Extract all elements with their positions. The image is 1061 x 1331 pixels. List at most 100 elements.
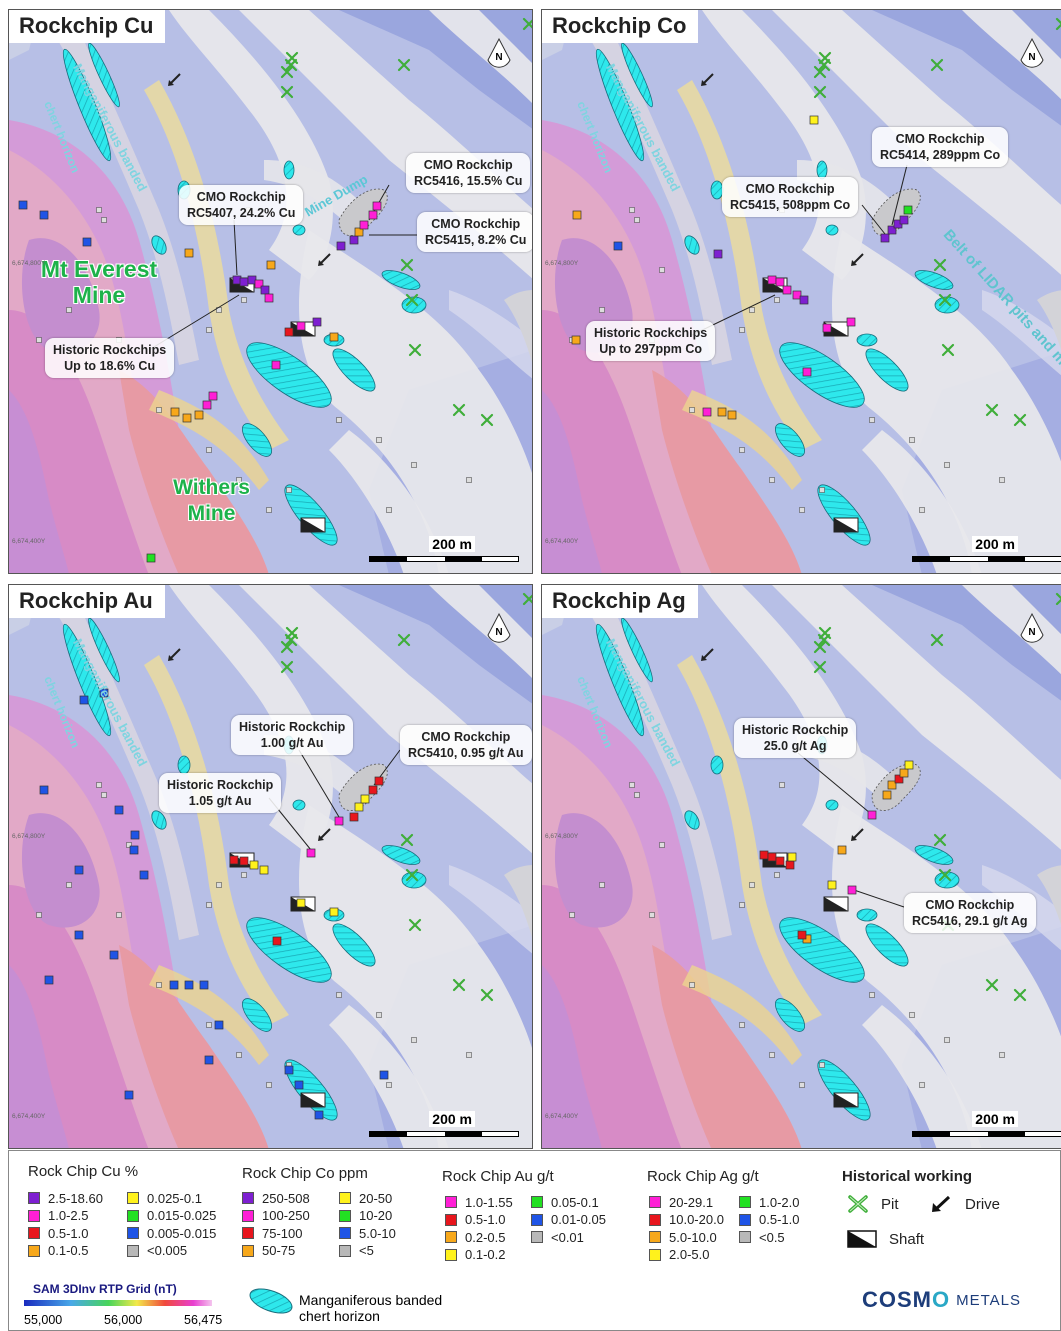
outcrop-band	[429, 585, 532, 679]
legend-swatch	[242, 1209, 254, 1222]
outcrop-band	[572, 10, 732, 365]
callout-line: Historic Rockchip	[167, 778, 274, 792]
legend-swatch	[445, 1196, 457, 1208]
legend-swatch	[127, 1192, 139, 1204]
legend-label: 0.05-0.1	[551, 1194, 599, 1210]
legend-swatch	[28, 1227, 40, 1239]
callout-line: RC5414, 289ppm Co	[880, 148, 1001, 162]
sample-point	[199, 980, 209, 990]
pit-icon	[400, 258, 414, 272]
magnetic-high	[21, 238, 100, 353]
legend-ag-item: 0.5-1.0	[739, 1212, 799, 1228]
north-label: N	[495, 52, 502, 63]
magnetic-high	[542, 965, 602, 1148]
chert-horizon-lens	[242, 423, 272, 457]
pit-icon	[280, 640, 294, 654]
legend-au-item: <0.01	[531, 1229, 584, 1245]
sample-point	[802, 367, 812, 377]
magnetic-high	[9, 965, 69, 1148]
legend-shaft: Shaft	[847, 1230, 925, 1248]
sample-point-minor	[101, 217, 107, 223]
chert-horizon-lens	[914, 270, 954, 290]
sample-point	[266, 260, 276, 270]
callout-line: CMO Rockchip	[421, 730, 511, 744]
sample-point	[114, 805, 124, 815]
sample-point-minor	[236, 1052, 242, 1058]
chert-horizon-lens	[621, 617, 653, 683]
sample-point	[74, 930, 84, 940]
callout-line: Historic Rockchip	[742, 723, 849, 737]
cover-area	[504, 865, 532, 938]
legend-label: 0.015-0.025	[147, 1208, 217, 1223]
sample-point-minor	[156, 982, 162, 988]
scale-bar-graphic	[369, 556, 519, 562]
legend-cu-item: <0.005	[127, 1243, 187, 1259]
pit-icon	[930, 58, 944, 72]
legend-drive: Drive	[929, 1196, 1000, 1213]
sample-point	[882, 790, 892, 800]
legend-label: 1.0-2.5	[48, 1208, 89, 1223]
pit-icon	[280, 65, 294, 79]
legend-cu-item: 1.0-2.5	[28, 1208, 88, 1224]
north-arrow-icon: N	[1019, 38, 1045, 68]
sample-point	[867, 810, 877, 820]
legend-pit-label: Pit	[881, 1195, 899, 1213]
sample-point	[170, 407, 180, 417]
magnetic-mid	[682, 390, 802, 490]
legend-label: 0.01-0.05	[551, 1212, 606, 1227]
sample-point-minor	[376, 437, 382, 443]
pit-icon	[938, 293, 952, 307]
sample-point	[194, 410, 204, 420]
magnetic-high	[9, 390, 69, 573]
drive-icon	[318, 828, 331, 841]
sample-point	[260, 285, 270, 295]
outcrop-band	[299, 805, 532, 1148]
legend-swatch	[28, 1244, 40, 1257]
pit-icon	[522, 17, 532, 31]
sample-point	[146, 553, 156, 563]
chert-horizon-lens	[914, 845, 954, 865]
sample-point	[130, 830, 140, 840]
grid-northing-label: 6,674,800Y	[12, 260, 46, 267]
callout-line: RC5415, 508ppm Co	[730, 198, 851, 212]
outcrop-band	[39, 585, 199, 940]
shaft-icon	[300, 1092, 326, 1108]
sample-point	[767, 275, 777, 285]
legend-au-item: 0.2-0.5	[445, 1229, 505, 1245]
sample-point	[767, 852, 777, 862]
sample-point	[372, 201, 382, 211]
legend-label: <0.005	[147, 1243, 188, 1258]
brand-co: CO	[862, 1287, 897, 1312]
callout-line: RC5416, 15.5% Cu	[414, 174, 523, 188]
sample-point	[379, 1070, 389, 1080]
outcrop-band	[982, 290, 1061, 376]
legend-label: 10.0-20.0	[669, 1212, 724, 1227]
pit-icon	[522, 592, 532, 606]
sample-point	[837, 845, 847, 855]
sample-callout: Historic Rockchips Up to 297ppm Co	[586, 321, 716, 361]
outcrop-band	[329, 430, 449, 573]
legend-swatch	[127, 1209, 139, 1222]
sample-point	[349, 235, 359, 245]
legend-horizon-swatch	[249, 1288, 293, 1314]
sample-point	[827, 880, 837, 890]
legend-historical-title: Historical working	[842, 1168, 973, 1185]
sample-point	[39, 785, 49, 795]
magnetic-high	[554, 813, 633, 928]
outcrop-band	[832, 230, 1061, 573]
sample-point-minor	[909, 1012, 915, 1018]
chert-horizon-lens	[62, 48, 112, 162]
legend-shaft-label: Shaft	[889, 1230, 925, 1248]
callout-line: CMO Rockchip	[895, 132, 985, 146]
sample-point	[787, 852, 797, 862]
sample-point-minor	[944, 462, 950, 468]
legend-label: 0.1-0.2	[465, 1247, 506, 1262]
sample-point	[329, 332, 339, 342]
outcrop-band	[572, 585, 732, 940]
legend-ag-item: 5.0-10.0	[649, 1229, 717, 1245]
legend-au-item: 1.0-1.55	[445, 1194, 513, 1210]
legend-horizon-line2: chert horizon	[299, 1308, 380, 1324]
sample-point	[613, 241, 623, 251]
callout-line: Up to 297ppm Co	[599, 342, 703, 356]
sample-point-minor	[96, 782, 102, 788]
